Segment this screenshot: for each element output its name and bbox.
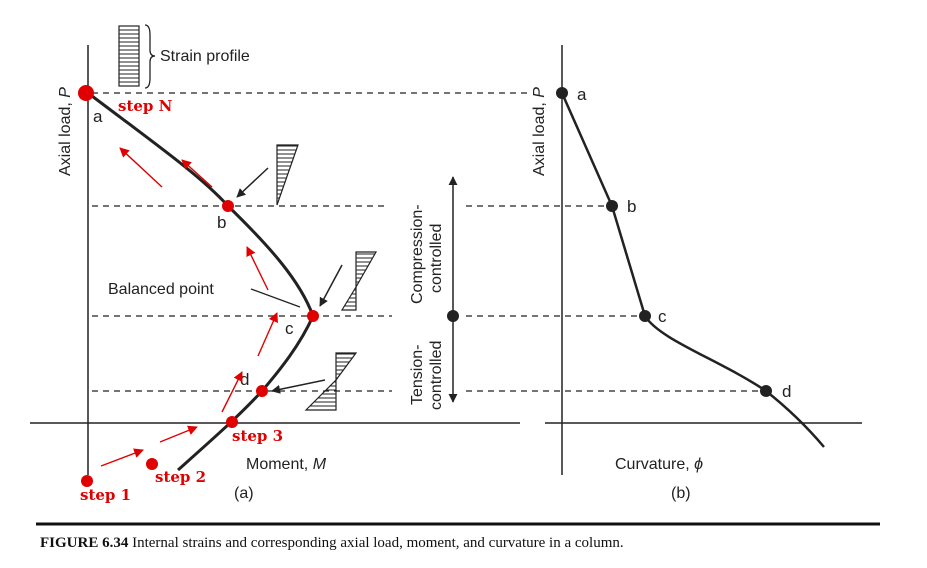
red-point-step1 xyxy=(81,475,93,487)
tension-label: Tension- xyxy=(409,345,426,405)
red-step-arrows xyxy=(100,147,278,467)
red-point-step2 xyxy=(146,458,158,470)
red-point-step3 xyxy=(226,416,238,428)
point-a-b xyxy=(556,87,568,99)
point-b-b xyxy=(606,200,618,212)
compression-label-2: controlled xyxy=(428,224,445,293)
strain-profile-label: Strain profile xyxy=(160,48,250,65)
strain-diagram-b xyxy=(236,144,299,206)
point-c-b xyxy=(639,310,651,322)
point-d-label-b: d xyxy=(782,382,791,401)
x-axis-label-a: Moment, M xyxy=(246,456,327,473)
balanced-point-label: Balanced point xyxy=(108,281,214,298)
step-1-label: step 1 xyxy=(80,486,131,504)
point-d-label: d xyxy=(240,370,249,389)
step-n-label: step N xyxy=(118,97,173,115)
y-axis-label-a: Axial load, P xyxy=(57,87,74,176)
panel-b-label: (b) xyxy=(671,485,691,502)
point-c-label: c xyxy=(285,319,294,338)
y-axis-label-b: Axial load, P xyxy=(531,87,548,176)
point-a-label-b: a xyxy=(577,85,587,104)
panel-b: a b c d Axial load, P Curvature, ϕ (b) xyxy=(466,45,862,502)
point-c-label-b: c xyxy=(658,307,667,326)
red-point-a xyxy=(78,85,94,101)
panel-a: Strain profile Balanced point a b c d xyxy=(30,24,527,504)
zone-divider-point xyxy=(447,310,459,322)
point-b-label-b: b xyxy=(627,197,636,216)
point-d-b xyxy=(760,385,772,397)
control-zones: Compression- controlled Tension- control… xyxy=(409,176,459,410)
strain-diagram-c xyxy=(319,251,378,311)
tension-label-2: controlled xyxy=(428,341,445,410)
x-axis-label-b: Curvature, ϕ xyxy=(615,456,703,473)
strain-diagram-d xyxy=(271,352,358,411)
strain-profile-top xyxy=(118,24,156,89)
point-b-label: b xyxy=(217,213,226,232)
point-a-label: a xyxy=(93,107,103,126)
red-point-c xyxy=(307,310,319,322)
balanced-point-leader xyxy=(250,288,301,308)
red-point-b xyxy=(222,200,234,212)
caption: FIGURE 6.34 Internal strains and corresp… xyxy=(36,522,880,551)
caption-text: FIGURE 6.34 Internal strains and corresp… xyxy=(40,535,624,551)
step-3-label: step 3 xyxy=(232,427,283,445)
moment-curvature-curve xyxy=(560,92,825,448)
step-2-label: step 2 xyxy=(155,468,206,486)
red-point-d xyxy=(256,385,268,397)
panel-a-label: (a) xyxy=(234,485,254,502)
compression-label: Compression- xyxy=(409,204,426,304)
